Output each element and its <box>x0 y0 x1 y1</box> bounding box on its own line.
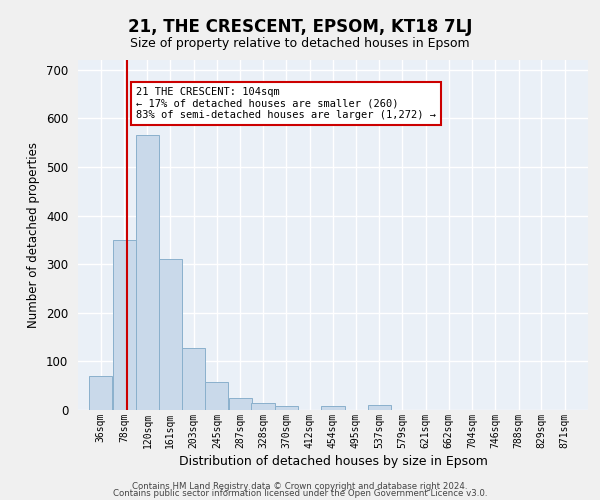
Bar <box>158 260 182 410</box>
Bar <box>229 398 252 410</box>
Bar <box>89 376 112 410</box>
Bar <box>113 240 136 410</box>
Text: 21, THE CRESCENT, EPSOM, KT18 7LJ: 21, THE CRESCENT, EPSOM, KT18 7LJ <box>128 18 472 36</box>
Text: Size of property relative to detached houses in Epsom: Size of property relative to detached ho… <box>130 38 470 51</box>
Bar <box>205 382 229 410</box>
Bar <box>368 405 391 410</box>
X-axis label: Distribution of detached houses by size in Epsom: Distribution of detached houses by size … <box>179 455 487 468</box>
Bar <box>275 406 298 410</box>
Bar <box>251 403 275 410</box>
Text: Contains public sector information licensed under the Open Government Licence v3: Contains public sector information licen… <box>113 490 487 498</box>
Bar <box>182 348 205 410</box>
Text: 21 THE CRESCENT: 104sqm
← 17% of detached houses are smaller (260)
83% of semi-d: 21 THE CRESCENT: 104sqm ← 17% of detache… <box>136 86 436 120</box>
Bar <box>136 136 159 410</box>
Text: Contains HM Land Registry data © Crown copyright and database right 2024.: Contains HM Land Registry data © Crown c… <box>132 482 468 491</box>
Y-axis label: Number of detached properties: Number of detached properties <box>28 142 40 328</box>
Bar <box>322 406 344 410</box>
